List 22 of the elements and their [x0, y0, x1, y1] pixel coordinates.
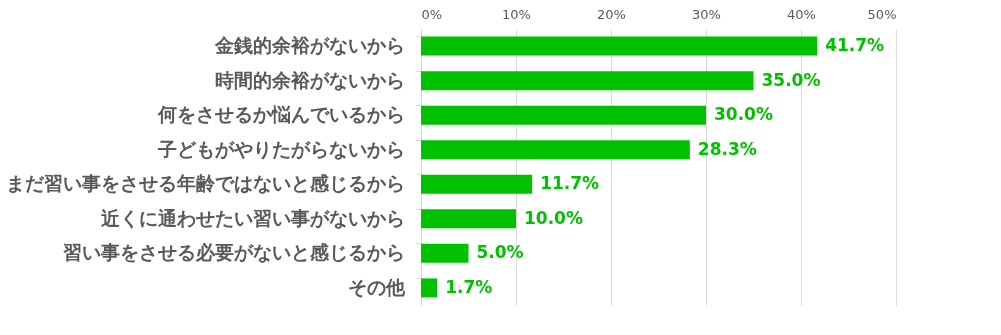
- x-tick-label: 50%: [867, 6, 897, 22]
- y-tick-label: 近くに通わせたい習い事がないから: [99, 206, 405, 229]
- y-tick-label: 金銭的余裕がないから: [213, 34, 405, 57]
- x-tick-label: 0%: [421, 6, 443, 22]
- y-tick-label: 習い事をさせる必要がないと感じるから: [62, 241, 405, 264]
- data-label: 30.0%: [714, 104, 773, 125]
- data-label: 28.3%: [697, 138, 757, 159]
- x-tick-label: 40%: [787, 6, 816, 22]
- data-label: 41.7%: [825, 35, 885, 56]
- y-tick-label: その他: [347, 275, 406, 298]
- data-label: 10.0%: [524, 207, 583, 228]
- x-tick-label: 10%: [502, 6, 531, 22]
- data-label: 11.7%: [540, 173, 600, 194]
- x-tick-label: 20%: [597, 6, 626, 22]
- y-tick-label: 子どもがやりたがらないから: [156, 137, 405, 160]
- data-label: 1.7%: [445, 276, 493, 297]
- data-label: 5.0%: [476, 242, 524, 263]
- x-tick-label: 30%: [692, 6, 721, 22]
- data-label: 35.0%: [761, 69, 821, 90]
- y-tick-label: まだ習い事をさせる年齢ではないと感じるから: [5, 172, 405, 195]
- y-tick-label: 何をさせるか悩んでいるから: [156, 103, 405, 126]
- y-tick-label: 時間的余裕がないから: [214, 68, 405, 91]
